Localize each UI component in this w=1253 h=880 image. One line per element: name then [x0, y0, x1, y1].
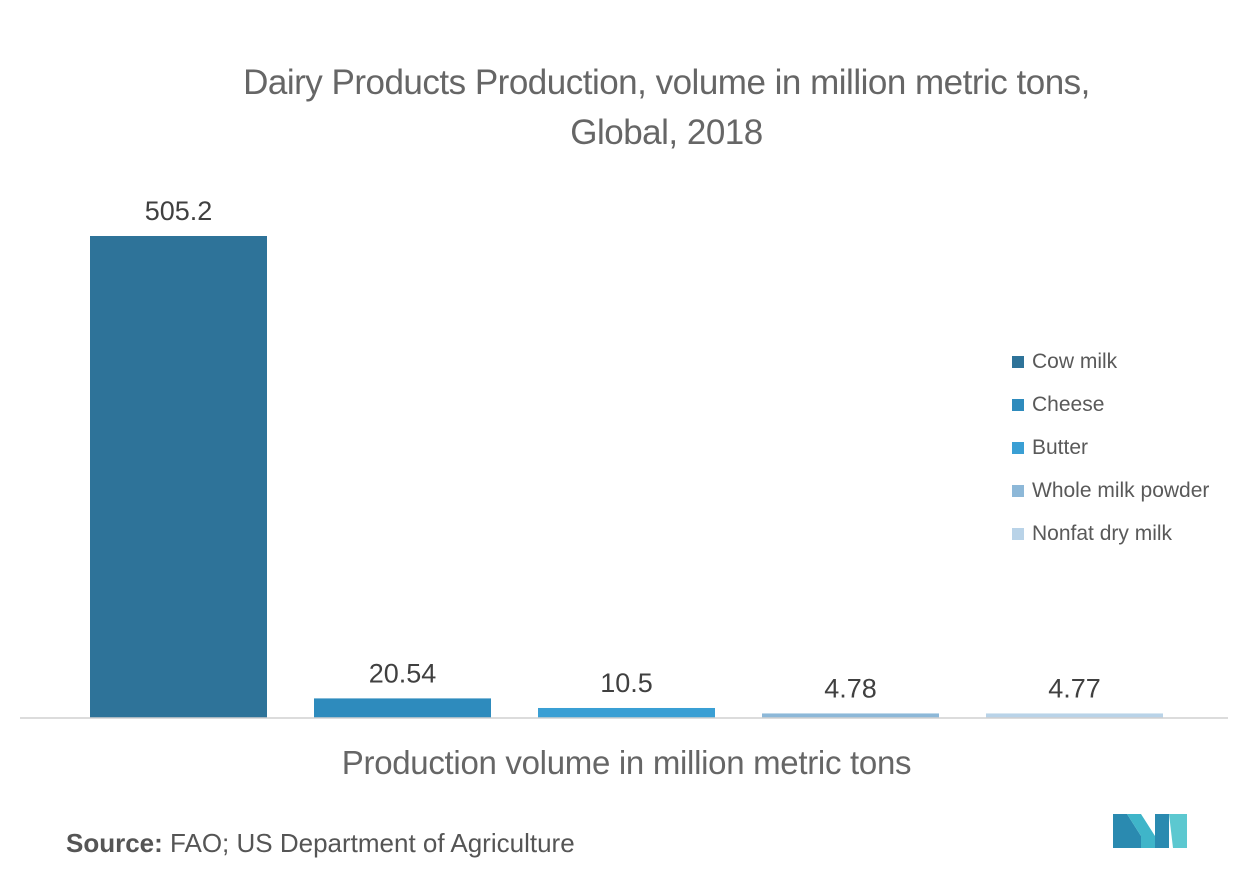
legend-swatch — [1012, 441, 1024, 454]
bars-group — [90, 236, 1163, 718]
legend-swatch — [1012, 527, 1024, 540]
bar-cheese — [314, 698, 491, 718]
data-label: 10.5 — [600, 668, 653, 698]
data-label: 20.54 — [369, 658, 437, 688]
data-label: 4.77 — [1048, 673, 1101, 703]
bar-nonfat-dry-milk — [986, 713, 1163, 718]
legend-label: Butter — [1032, 435, 1089, 459]
source-text: FAO; US Department of Agriculture — [162, 828, 575, 858]
chart-title-line-2: Global, 2018 — [570, 113, 763, 152]
bar-cow-milk — [90, 236, 267, 718]
chart-title: Dairy Products Production, volume in mil… — [60, 58, 1253, 158]
legend-label: Nonfat dry milk — [1032, 521, 1173, 545]
bar-butter — [538, 707, 715, 718]
source-label: Source: — [66, 828, 163, 858]
x-axis-label: Production volume in million metric tons — [341, 744, 912, 781]
data-label: 4.78 — [824, 673, 877, 703]
legend-swatch — [1012, 398, 1024, 411]
legend-label: Cow milk — [1032, 349, 1118, 373]
data-label: 505.2 — [145, 196, 213, 226]
legend-item: Butter — [1012, 426, 1209, 469]
source-note: Source: FAO; US Department of Agricultur… — [66, 828, 575, 859]
bar-chart: 505.2 20.54 10.5 4.78 4.77 — [20, 196, 1228, 719]
data-labels-group: 505.2 20.54 10.5 4.78 4.77 — [145, 196, 1101, 703]
bar-whole-milk-powder — [762, 713, 939, 718]
legend-swatch — [1012, 484, 1024, 497]
mordor-logo-icon — [1113, 814, 1187, 848]
legend-item: Whole milk powder — [1012, 469, 1209, 512]
legend-label: Whole milk powder — [1032, 478, 1210, 502]
legend-swatch — [1012, 355, 1024, 368]
legend: Cow milk Cheese Butter Whole milk powder Non… — [1012, 340, 1209, 555]
legend-label: Cheese — [1032, 392, 1105, 416]
legend-item: Nonfat dry milk — [1012, 512, 1209, 555]
legend-item: Cow milk — [1012, 340, 1209, 383]
legend-item: Cheese — [1012, 383, 1209, 426]
chart-title-line-1: Dairy Products Production, volume in mil… — [243, 63, 1090, 102]
